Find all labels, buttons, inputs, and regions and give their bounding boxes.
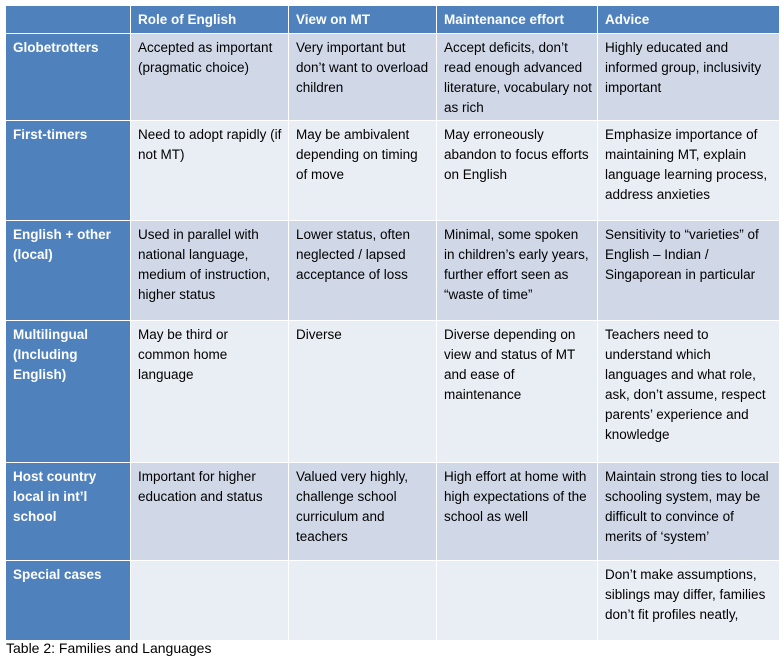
table-cell: Diverse depending on view and status of … [436,320,598,463]
column-header: Advice [597,5,780,34]
table-cell [288,560,437,641]
table-cell: Minimal, some spoken in children’s early… [436,220,598,321]
table-cell: Important for higher education and statu… [130,462,289,561]
table-cell: Diverse [288,320,437,463]
column-header: Role of English [130,5,289,34]
table-cell: Don’t make assumptions, siblings may dif… [597,560,780,641]
table-cell: Sensitivity to “varieties” of English – … [597,220,780,321]
table-cell: Maintain strong ties to local schooling … [597,462,780,561]
table-cell: Used in parallel with national language,… [130,220,289,321]
table-cell: Valued very highly, challenge school cur… [288,462,437,561]
table-row: English + other (local) Used in parallel … [5,220,780,321]
table-row: Globetrotters Accepted as important (prag… [5,33,780,121]
caption: Table 2: Families and Languages [6,640,212,656]
row-label: Host country local in int’l school [5,462,131,561]
header-corner [5,5,131,34]
table-row: Special cases Don’t make assumptions, sib… [5,560,780,641]
table-cell: High effort at home with high expectatio… [436,462,598,561]
column-header: View on MT [288,5,437,34]
row-label: Special cases [5,560,131,641]
families-table: Role of English View on MT Maintenance eff… [5,5,780,641]
row-label: English + other (local) [5,220,131,321]
table-cell: Teachers need to understand which langua… [597,320,780,463]
table-cell: Need to adopt rapidly (if not MT) [130,120,289,221]
row-label: Globetrotters [5,33,131,121]
table-cell [436,560,598,641]
table-cell: Accepted as important (pragmatic choice) [130,33,289,121]
table-cell [130,560,289,641]
table-cell: Highly educated and informed group, incl… [597,33,780,121]
table-body: Globetrotters Accepted as important (prag… [5,33,780,641]
table-row: First-timers Need to adopt rapidly (if no… [5,120,780,221]
table-cell: Lower status, often neglected / lapsed a… [288,220,437,321]
column-header: Maintenance effort [436,5,598,34]
table-cell: Accept deficits, don’t read enough advan… [436,33,598,121]
table-cell: Emphasize importance of maintaining MT, … [597,120,780,221]
table-cell: Very important but don’t want to overloa… [288,33,437,121]
table-cell: May be ambivalent depending on timing of… [288,120,437,221]
row-label: First-timers [5,120,131,221]
header-row: Role of English View on MT Maintenance eff… [5,5,780,34]
table-row: Host country local in int’l school Import… [5,462,780,561]
table-cell: May be third or common home language [130,320,289,463]
table-row: Multilingual (Including English) May be t… [5,320,780,463]
row-label: Multilingual (Including English) [5,320,131,463]
table-cell: May erroneously abandon to focus efforts… [436,120,598,221]
